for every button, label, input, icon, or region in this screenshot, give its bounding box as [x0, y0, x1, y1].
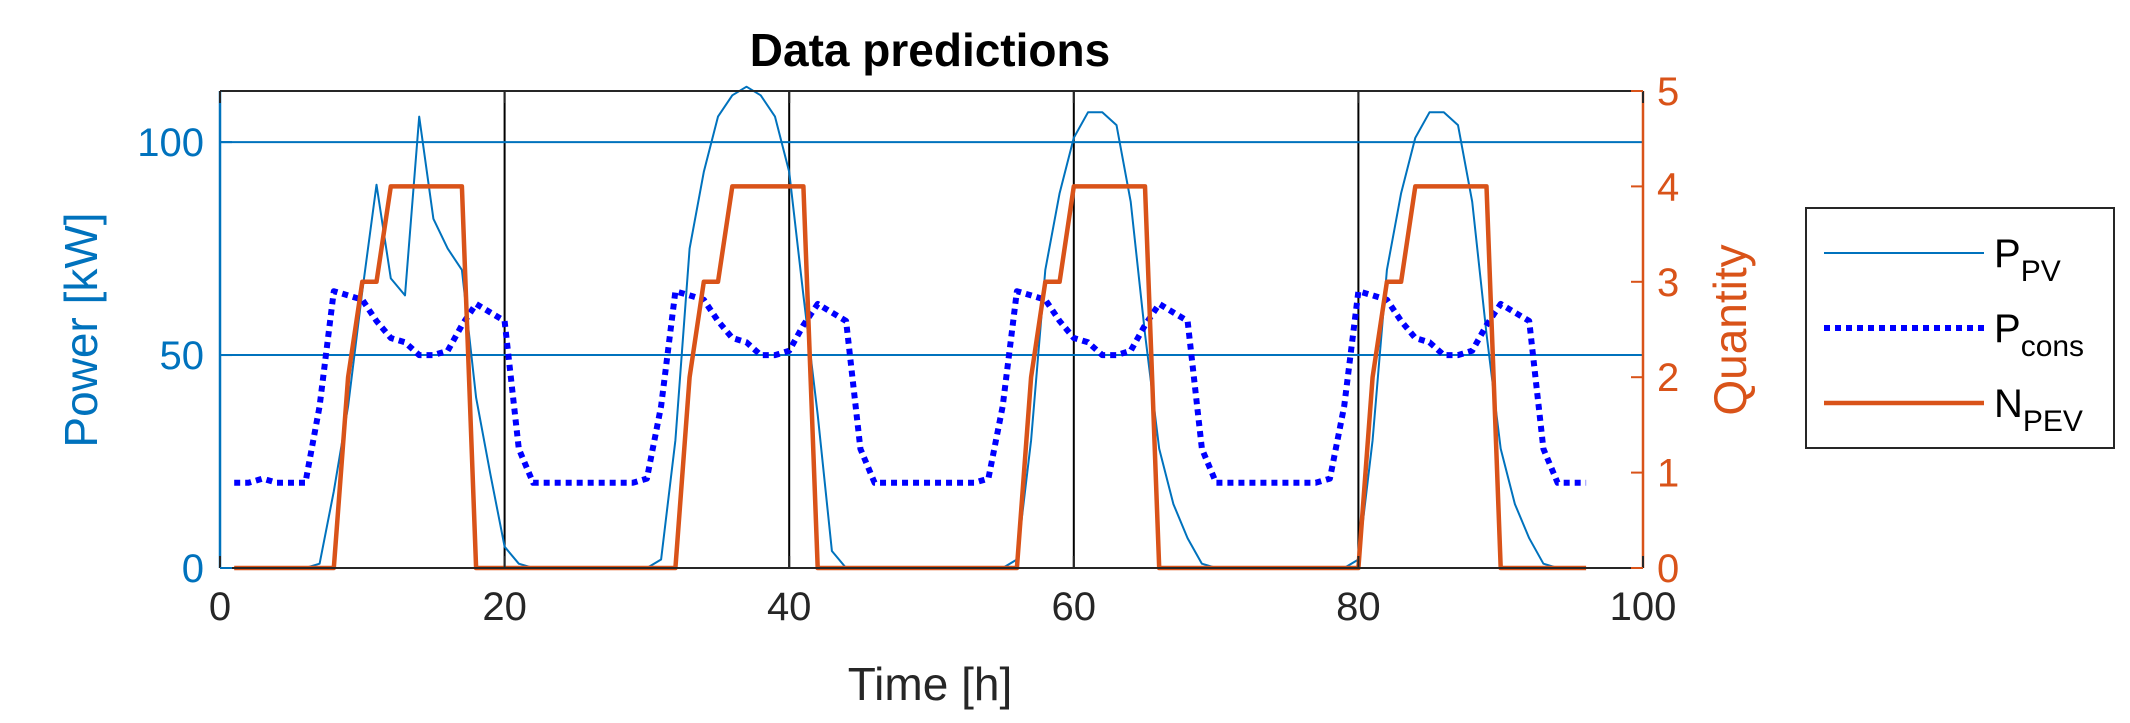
- y-tick-label-right-2: 2: [1657, 356, 1679, 400]
- x-tick-label-40: 40: [767, 585, 812, 629]
- legend-label-sub-pv: PV: [2021, 255, 2061, 288]
- grid-layer: [220, 91, 1643, 568]
- x-tick-label-20: 20: [482, 585, 527, 629]
- x-tick-label-80: 80: [1336, 585, 1381, 629]
- x-tick-label-100: 100: [1610, 585, 1677, 629]
- legend-label-sub-pev: PEV: [2023, 405, 2083, 438]
- y-axis-label-right: Quantity: [1704, 244, 1756, 415]
- y-tick-label-right-4: 4: [1657, 165, 1679, 209]
- legend-label-cons: Pcons: [1994, 307, 2084, 363]
- series-line-pv: [234, 85, 1587, 569]
- x-tick-label-60: 60: [1052, 585, 1097, 629]
- x-tick-label-0: 0: [209, 585, 231, 629]
- y-tick-label-left-0: 0: [182, 547, 204, 591]
- y-axis-label-left: Power [kW]: [55, 212, 107, 447]
- y-tick-label-right-1: 1: [1657, 452, 1679, 496]
- x-axis-label: Time [h]: [848, 658, 1012, 710]
- series-layer: [234, 85, 1587, 571]
- chart-title: Data predictions: [750, 24, 1110, 76]
- legend-label-base-pv: P: [1994, 232, 2021, 276]
- legend-label-base-cons: P: [1994, 307, 2021, 351]
- series-line-pev: [234, 184, 1587, 571]
- y-tick-label-right-0: 0: [1657, 547, 1679, 591]
- y-tick-label-right-5: 5: [1657, 70, 1679, 114]
- series-line-cons: [234, 288, 1587, 486]
- y-tick-label-left-100: 100: [137, 121, 204, 165]
- legend-label-sub-cons: cons: [2021, 330, 2084, 363]
- y-tick-label-right-3: 3: [1657, 261, 1679, 305]
- y-tick-label-left-50: 50: [160, 334, 205, 378]
- legend-label-pev: NPEV: [1994, 382, 2083, 438]
- legend-label-pv: PPV: [1994, 232, 2061, 288]
- legend-label-base-pev: N: [1994, 382, 2023, 426]
